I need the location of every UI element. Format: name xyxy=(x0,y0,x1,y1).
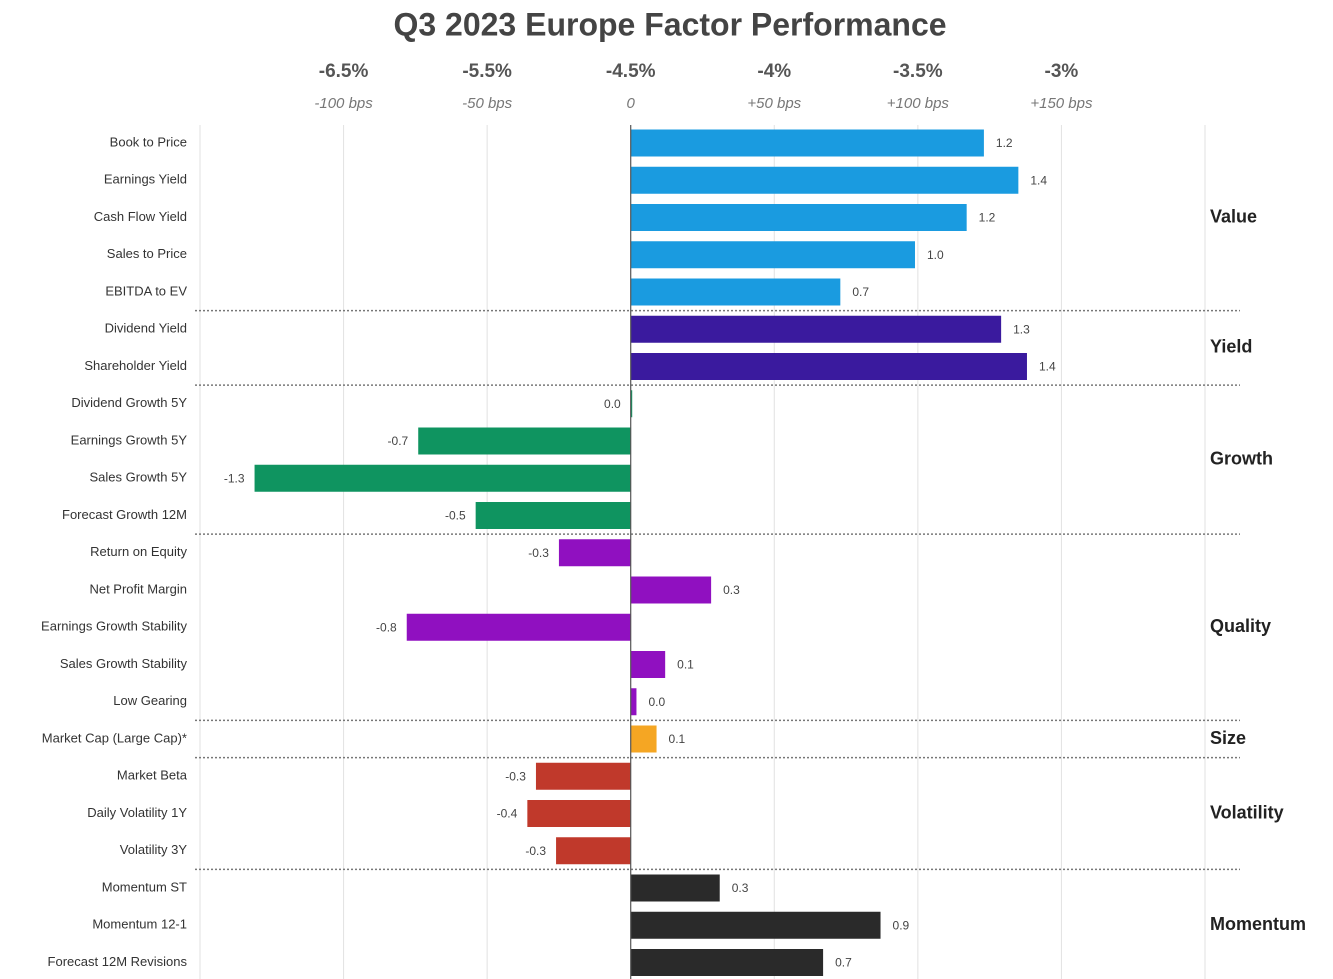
x-tick-label-secondary: -100 bps xyxy=(314,95,373,112)
value-label: -0.3 xyxy=(525,844,546,858)
category-label: Dividend Growth 5Y xyxy=(71,395,187,410)
category-label: Low Gearing xyxy=(113,693,187,708)
category-label: Market Beta xyxy=(117,768,188,783)
value-label: -1.3 xyxy=(224,471,245,485)
value-label: 0.0 xyxy=(604,397,621,411)
x-tick-label: -5.5% xyxy=(462,61,512,82)
x-tick-label-secondary: +100 bps xyxy=(887,95,950,112)
bar xyxy=(475,502,631,529)
value-label: 0.3 xyxy=(732,881,749,895)
x-tick-label-secondary: +150 bps xyxy=(1030,95,1093,112)
chart-title: Q3 2023 Europe Factor Performance xyxy=(393,6,946,42)
group-label: Value xyxy=(1210,206,1257,226)
category-label: Earnings Growth 5Y xyxy=(71,432,188,447)
bar xyxy=(558,539,631,567)
category-label: Net Profit Margin xyxy=(89,581,187,596)
x-tick-label: -6.5% xyxy=(319,61,369,82)
bar xyxy=(630,688,637,716)
x-tick-label: -3% xyxy=(1045,61,1079,82)
value-label: -0.4 xyxy=(497,807,518,821)
category-label: Book to Price xyxy=(110,134,187,149)
bar xyxy=(630,390,633,418)
value-label: -0.8 xyxy=(376,620,397,634)
bar xyxy=(630,166,1019,194)
category-label: Momentum 12-1 xyxy=(92,917,187,932)
x-tick-label-secondary: 0 xyxy=(627,95,636,112)
value-label: 1.3 xyxy=(1013,322,1030,336)
category-label: Forecast 12M Revisions xyxy=(48,954,188,969)
category-label: Market Cap (Large Cap)* xyxy=(42,730,187,745)
bar xyxy=(630,241,915,269)
bar xyxy=(630,204,967,231)
category-label: Daily Volatility 1Y xyxy=(87,805,187,820)
value-label: 1.0 xyxy=(927,248,944,262)
value-label: 0.1 xyxy=(669,732,686,746)
x-tick-label-secondary: -50 bps xyxy=(462,95,513,112)
group-label: Momentum xyxy=(1210,914,1306,934)
bar xyxy=(527,800,631,827)
category-label: Sales Growth 5Y xyxy=(89,470,187,485)
category-label: Shareholder Yield xyxy=(84,358,187,373)
bar xyxy=(406,613,631,641)
category-label: Cash Flow Yield xyxy=(94,209,187,224)
category-label: Volatility 3Y xyxy=(120,842,188,857)
bar xyxy=(630,949,824,976)
group-label: Growth xyxy=(1210,448,1273,468)
bar xyxy=(630,315,1002,343)
category-label: Dividend Yield xyxy=(105,321,187,336)
value-label: -0.7 xyxy=(388,434,409,448)
value-label: 1.2 xyxy=(979,211,996,225)
value-label: 0.9 xyxy=(893,918,910,932)
bar xyxy=(630,911,881,939)
value-label: -0.5 xyxy=(445,509,466,523)
bar xyxy=(630,278,841,306)
group-label: Quality xyxy=(1210,616,1271,636)
group-label: Size xyxy=(1210,728,1246,748)
value-label: 0.0 xyxy=(648,695,665,709)
category-label: Earnings Growth Stability xyxy=(41,619,187,634)
value-label: 0.7 xyxy=(852,285,869,299)
bar xyxy=(535,762,631,790)
bar xyxy=(630,725,657,753)
bar xyxy=(630,874,720,902)
bar xyxy=(630,353,1027,380)
bar xyxy=(630,129,984,157)
group-label: Volatility xyxy=(1210,802,1284,822)
category-label: Earnings Yield xyxy=(104,172,187,187)
x-tick-label: -3.5% xyxy=(893,61,943,82)
value-label: 0.7 xyxy=(835,956,852,970)
category-label: Forecast Growth 12M xyxy=(62,507,187,522)
category-label: EBITDA to EV xyxy=(105,283,187,298)
x-tick-label: -4% xyxy=(757,61,791,82)
bar xyxy=(418,427,631,455)
x-tick-label-secondary: +50 bps xyxy=(747,95,801,112)
bar xyxy=(556,837,631,865)
bar xyxy=(630,576,712,604)
category-label: Momentum ST xyxy=(102,879,187,894)
category-label: Sales Growth Stability xyxy=(60,656,188,671)
bar xyxy=(254,464,631,492)
value-label: 0.3 xyxy=(723,583,740,597)
category-label: Return on Equity xyxy=(90,544,187,559)
value-label: 0.1 xyxy=(677,658,694,672)
x-tick-label: -4.5% xyxy=(606,61,656,82)
value-label: 1.2 xyxy=(996,136,1013,150)
value-label: 1.4 xyxy=(1039,360,1056,374)
value-label: -0.3 xyxy=(528,546,549,560)
group-label: Yield xyxy=(1210,337,1252,357)
value-label: 1.4 xyxy=(1030,173,1047,187)
bar xyxy=(630,651,666,678)
category-label: Sales to Price xyxy=(107,246,187,261)
value-label: -0.3 xyxy=(505,769,526,783)
